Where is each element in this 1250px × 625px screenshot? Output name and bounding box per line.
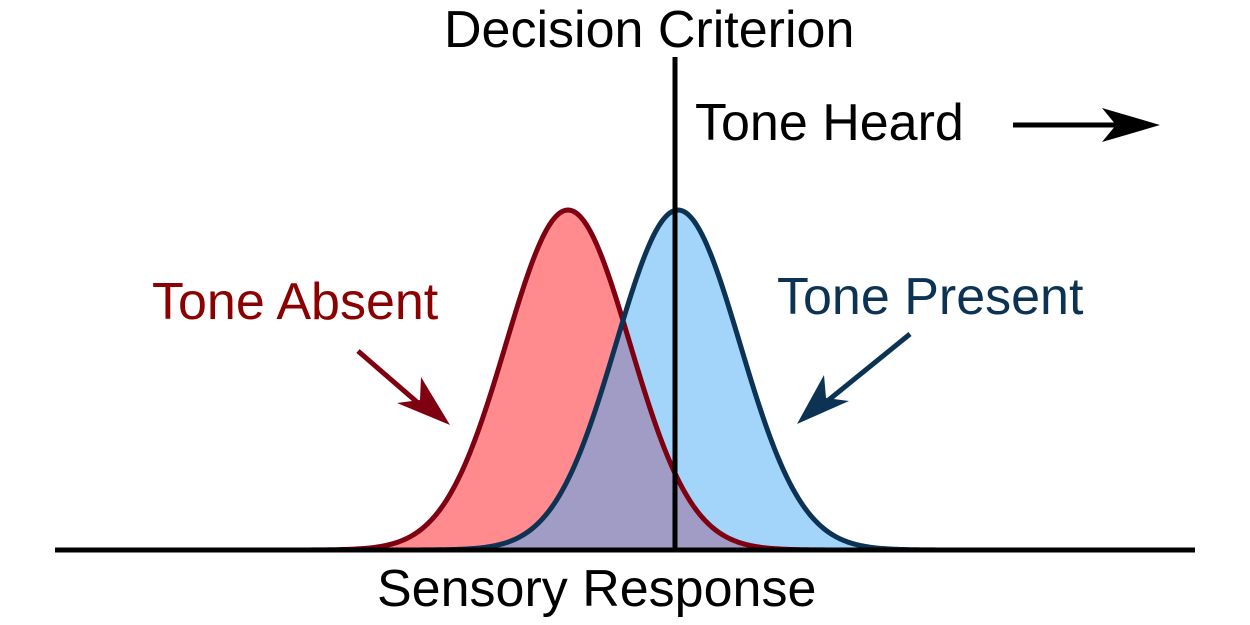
tone-heard-arrow-icon (1013, 108, 1160, 142)
decision-criterion-title: Decision Criterion (444, 4, 854, 56)
sensory-response-axis-label: Sensory Response (377, 563, 816, 615)
tone-present-label: Tone Present (777, 271, 1083, 323)
tone-absent-arrow-icon (358, 351, 450, 425)
tone-heard-label: Tone Heard (695, 97, 964, 149)
tone-present-arrow-icon (797, 334, 910, 424)
tone-absent-label: Tone Absent (152, 276, 438, 328)
